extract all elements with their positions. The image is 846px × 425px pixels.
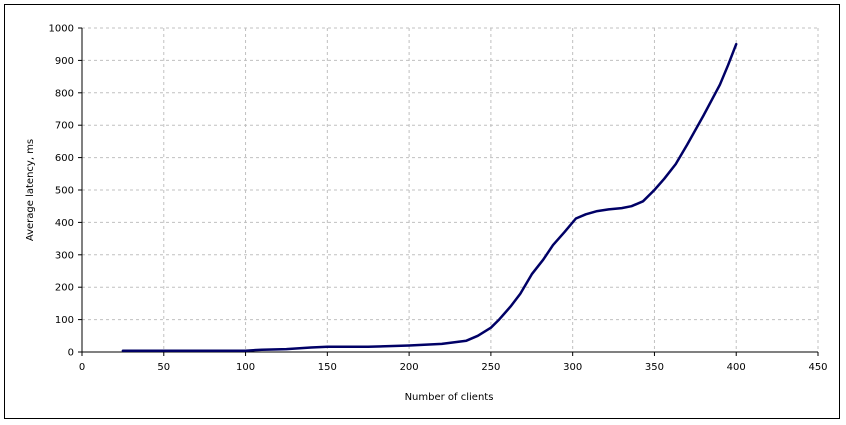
x-tick-label-4: 200 bbox=[400, 362, 419, 373]
x-tick-label-2: 100 bbox=[236, 362, 255, 373]
y-tick-label-3: 300 bbox=[55, 250, 74, 261]
y-tick-label-4: 400 bbox=[55, 218, 74, 229]
y-tick-label-7: 700 bbox=[55, 121, 74, 132]
grid-lines bbox=[82, 27, 819, 352]
y-tick-label-5: 500 bbox=[55, 186, 74, 197]
x-tick-label-0: 0 bbox=[79, 362, 85, 373]
y-tick-label-1: 100 bbox=[55, 315, 74, 326]
x-tick-label-9: 450 bbox=[808, 362, 827, 373]
x-tick-label-7: 350 bbox=[645, 362, 664, 373]
x-tick-label-5: 250 bbox=[481, 362, 500, 373]
x-tick-label-6: 300 bbox=[563, 362, 582, 373]
y-tick-label-2: 200 bbox=[55, 283, 74, 294]
y-tick-label-6: 600 bbox=[55, 153, 74, 164]
y-tick-label-10: 1000 bbox=[49, 24, 74, 35]
x-axis-label: Number of clients bbox=[405, 392, 494, 403]
y-tick-label-8: 800 bbox=[55, 88, 74, 99]
x-tick-label-8: 400 bbox=[727, 362, 746, 373]
tick-labels: 0 100 200 300 400 500 600 700 800 900 1000 0 50 100 15… bbox=[49, 24, 828, 374]
x-tick-label-3: 150 bbox=[318, 362, 337, 373]
series-line-0 bbox=[121, 42, 738, 352]
axes bbox=[78, 27, 819, 356]
y-tick-label-0: 0 bbox=[68, 348, 74, 359]
y-tick-label-9: 900 bbox=[55, 56, 74, 67]
series-layer bbox=[121, 42, 738, 352]
x-tick-label-1: 50 bbox=[157, 362, 170, 373]
y-axis-label: Average latency, ms bbox=[25, 139, 36, 241]
